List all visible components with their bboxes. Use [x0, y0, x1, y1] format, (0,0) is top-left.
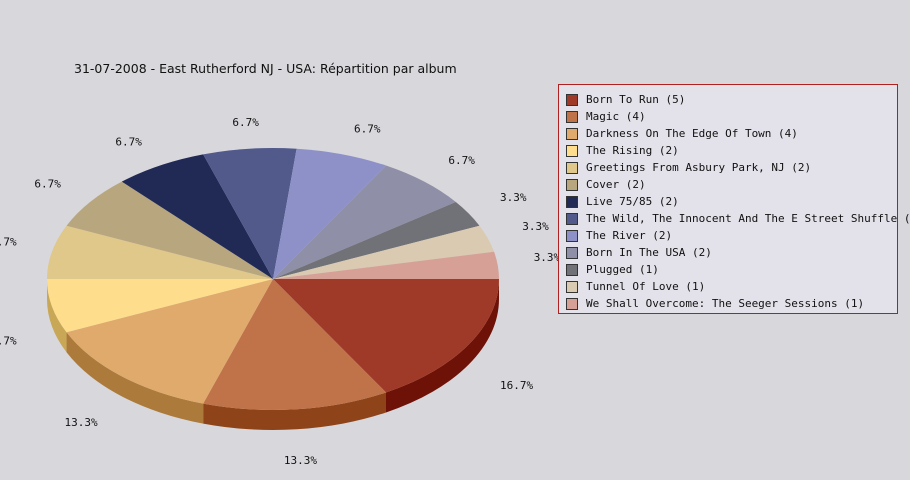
pie-percent-label: 3.3%: [534, 251, 561, 264]
legend-item: Born To Run (5): [559, 91, 897, 108]
pie-percent-label: 6.7%: [0, 235, 17, 248]
legend-label: Tunnel Of Love (1): [586, 280, 706, 293]
legend-label: We Shall Overcome: The Seeger Sessions (…: [586, 297, 865, 310]
legend-label: The River (2): [586, 229, 673, 242]
chart-title: 31-07-2008 - East Rutherford NJ - USA: R…: [74, 61, 457, 76]
legend-swatch: [566, 161, 578, 174]
pie-slice: [273, 165, 456, 279]
legend-label: Magic (4): [586, 110, 646, 123]
legend-item: We Shall Overcome: The Seeger Sessions (…: [559, 295, 897, 312]
legend-item: The Rising (2): [559, 142, 897, 159]
legend-swatch: [566, 110, 578, 123]
pie-slice: [273, 251, 499, 279]
pie-percent-label: 6.7%: [34, 178, 61, 191]
pie-percent-label: 6.7%: [232, 116, 259, 129]
legend-label: Cover (2): [586, 178, 646, 191]
legend-item: Plugged (1): [559, 261, 897, 278]
pie-slice: [273, 279, 499, 393]
legend-item: Darkness On The Edge Of Town (4): [559, 125, 897, 142]
legend-swatch: [566, 246, 578, 259]
legend-label: Darkness On The Edge Of Town (4): [586, 127, 798, 140]
pie-slice: [273, 225, 495, 279]
pie-slice: [47, 279, 273, 333]
pie-slice: [273, 202, 480, 279]
pie-slice: [66, 279, 273, 404]
legend-label: Live 75/85 (2): [586, 195, 679, 208]
legend-swatch: [566, 144, 578, 157]
legend-item: The River (2): [559, 227, 897, 244]
legend-swatch: [566, 297, 578, 310]
legend-item: Born In The USA (2): [559, 244, 897, 261]
legend-swatch: [566, 195, 578, 208]
pie-percent-label: 16.7%: [500, 379, 533, 392]
pie-slice-side: [47, 279, 67, 353]
pie-slice-side: [203, 392, 386, 430]
pie-percent-label: 6.7%: [448, 154, 475, 167]
legend-swatch: [566, 127, 578, 140]
pie-slice-side: [66, 332, 204, 424]
pie-percent-label: 6.7%: [115, 135, 142, 148]
pie-slice: [203, 279, 386, 410]
pie-slice: [273, 148, 386, 279]
legend-swatch: [566, 212, 578, 225]
pie-percent-label: 6.7%: [0, 335, 17, 348]
legend-label: The Wild, The Innocent And The E Street …: [586, 212, 910, 225]
legend-label: Plugged (1): [586, 263, 659, 276]
pie-slice: [121, 154, 273, 279]
pie-slice: [47, 225, 273, 279]
legend-label: Born In The USA (2): [586, 246, 712, 259]
legend-swatch: [566, 178, 578, 191]
pie-percent-label: 13.3%: [284, 454, 317, 467]
legend-label: The Rising (2): [586, 144, 679, 157]
legend-swatch: [566, 229, 578, 242]
pie-slice-side: [386, 279, 499, 413]
legend-swatch: [566, 93, 578, 106]
legend-item: The Wild, The Innocent And The E Street …: [559, 210, 910, 227]
legend-item: Tunnel Of Love (1): [559, 278, 897, 295]
legend-swatch: [566, 280, 578, 293]
pie-slice: [66, 181, 273, 279]
legend-item: Greetings From Asbury Park, NJ (2): [559, 159, 897, 176]
pie-percent-label: 6.7%: [354, 123, 381, 136]
legend-swatch: [566, 263, 578, 276]
legend-item: Magic (4): [559, 108, 897, 125]
chart-legend: Born To Run (5) Magic (4) Darkness On The …: [558, 84, 910, 314]
legend-label: Born To Run (5): [586, 93, 686, 106]
legend-item: Live 75/85 (2): [559, 193, 897, 210]
pie-percent-label: 3.3%: [500, 191, 527, 204]
pie-slice: [203, 148, 297, 279]
legend-item: Cover (2): [559, 176, 897, 193]
pie-percent-label: 13.3%: [64, 416, 97, 429]
pie-percent-label: 3.3%: [522, 220, 549, 233]
pie-side-walls: [47, 279, 499, 430]
legend-label: Greetings From Asbury Park, NJ (2): [586, 161, 812, 174]
